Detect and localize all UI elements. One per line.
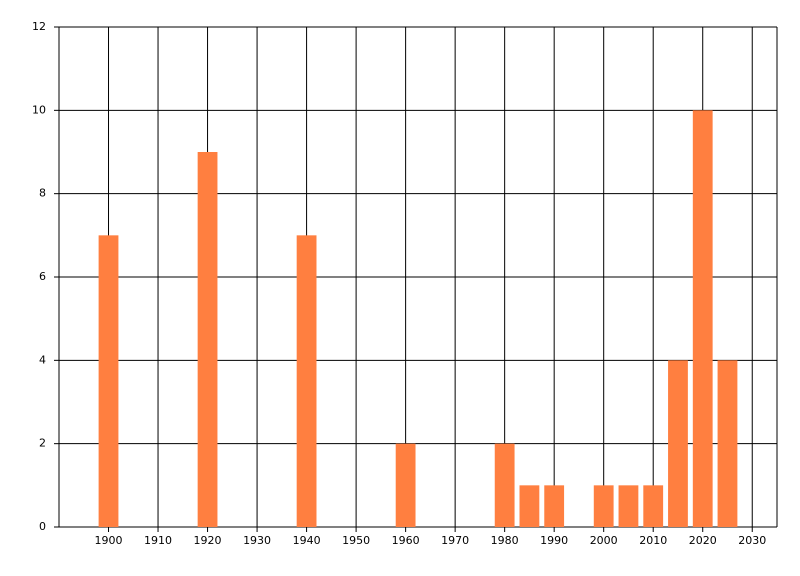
x-tick-label: 1920 <box>194 534 222 547</box>
bar <box>395 443 416 527</box>
bar <box>494 443 515 527</box>
x-tick-label: 2010 <box>639 534 667 547</box>
x-tick-label: 1940 <box>293 534 321 547</box>
bar <box>544 485 565 527</box>
y-tick-label: 6 <box>39 270 46 283</box>
bar <box>593 485 614 527</box>
x-tick-label: 1950 <box>342 534 370 547</box>
x-tick-label: 2000 <box>590 534 618 547</box>
y-tick-label: 2 <box>39 437 46 450</box>
x-tick-label: 1900 <box>95 534 123 547</box>
x-tick-label: 1990 <box>540 534 568 547</box>
x-tick-label: 1910 <box>144 534 172 547</box>
bar <box>643 485 664 527</box>
y-tick-label: 12 <box>32 20 46 33</box>
x-tick-label: 1980 <box>491 534 519 547</box>
x-tick-label: 2020 <box>689 534 717 547</box>
bar <box>519 485 540 527</box>
bar <box>717 360 738 527</box>
x-tick-label: 2030 <box>738 534 766 547</box>
x-tick-label: 1930 <box>243 534 271 547</box>
bar <box>296 235 317 528</box>
y-tick-label: 4 <box>39 353 46 366</box>
bar <box>197 152 218 527</box>
bar <box>668 360 688 527</box>
y-tick-label: 8 <box>39 187 46 200</box>
x-tick-label: 1960 <box>392 534 420 547</box>
y-tick-label: 10 <box>32 103 46 116</box>
y-tick-label: 0 <box>39 520 46 533</box>
bar <box>618 485 639 527</box>
x-tick-label: 1970 <box>441 534 469 547</box>
bar <box>98 235 119 528</box>
bar <box>692 110 713 527</box>
